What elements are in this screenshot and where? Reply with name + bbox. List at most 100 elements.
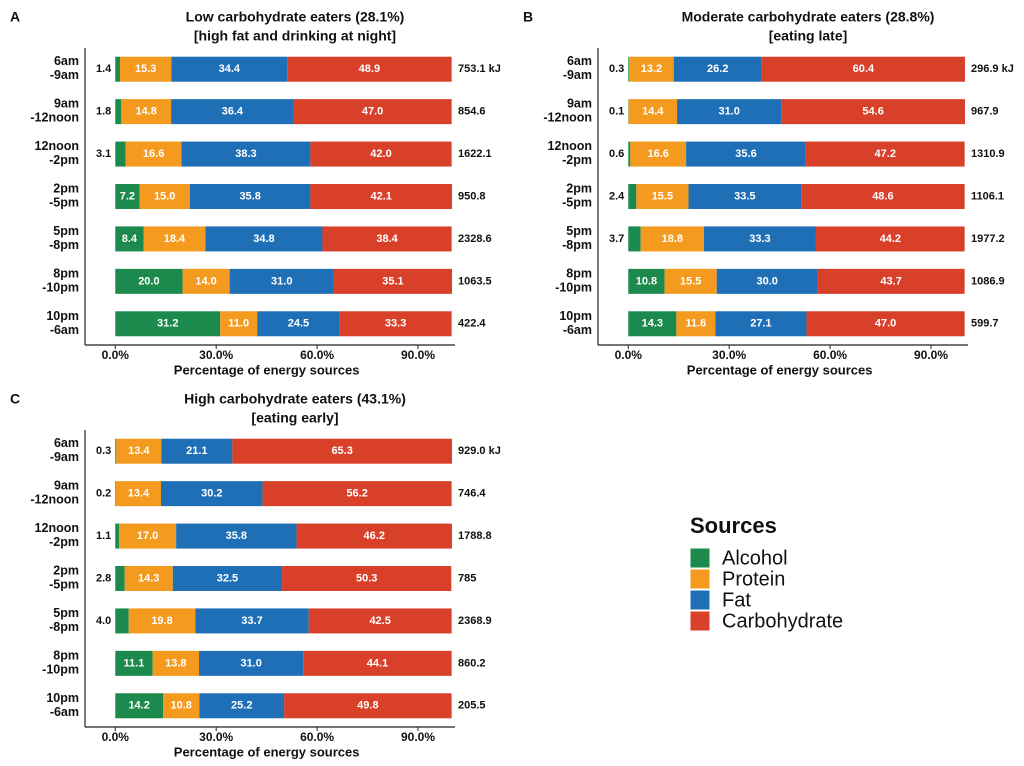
bar-segment (629, 56, 674, 82)
value-label: 48.6 (872, 190, 893, 202)
y-tick-label: 2pm -5pm (49, 182, 79, 210)
value-label: 16.6 (143, 148, 164, 160)
bar-segment (115, 99, 122, 125)
value-label: 54.6 (862, 106, 883, 118)
bar-segment (143, 226, 206, 252)
value-label: 60.4 (853, 63, 875, 75)
value-label: 33.7 (241, 615, 262, 627)
legend-label: Carbohydrate (722, 610, 843, 632)
y-tick-label: 5pm -8pm (49, 224, 79, 252)
value-label: 7.2 (120, 190, 135, 202)
value-label: 44.2 (880, 233, 901, 245)
x-tick-label: 0.0% (102, 730, 130, 744)
x-tick-label: 90.0% (914, 348, 948, 362)
value-label: 38.3 (235, 148, 256, 160)
bar-segment (195, 608, 309, 634)
value-label: 35.8 (226, 530, 247, 542)
bar-segment (628, 226, 641, 252)
value-label: 14.3 (642, 318, 663, 330)
value-label: 34.4 (219, 63, 241, 75)
legend-label: Fat (722, 589, 751, 611)
bar-segment (673, 56, 762, 82)
value-label: 1.1 (96, 530, 111, 542)
x-axis-label: Percentage of energy sources (174, 744, 360, 759)
panel-label: B (523, 9, 533, 25)
value-label: 35.1 (382, 275, 403, 287)
bar-segment (119, 56, 172, 82)
value-label: 42.0 (370, 148, 391, 160)
value-label: 14.0 (195, 275, 216, 287)
bar-segment (257, 311, 340, 337)
y-tick-label: 2pm -5pm (562, 182, 592, 210)
bar-segment (688, 184, 802, 209)
value-label: 4.0 (96, 615, 111, 627)
bar-segment (628, 141, 631, 167)
value-label: 10.8 (170, 700, 191, 712)
bar-segment (115, 438, 117, 464)
bar-segment (115, 141, 126, 167)
bar-segment (161, 438, 233, 464)
y-tick-label: 6am -9am (50, 437, 79, 465)
legend-label: Alcohol (722, 547, 788, 569)
x-axis-label: Percentage of energy sources (174, 362, 360, 377)
value-label: 15.3 (135, 63, 156, 75)
value-label: 50.3 (356, 572, 377, 584)
bar-segment (115, 481, 162, 507)
value-label: 15.5 (680, 275, 701, 287)
y-tick-label: 10pm -6am (46, 691, 79, 719)
value-label: 14.2 (128, 700, 149, 712)
bar-segment (322, 226, 452, 252)
bar-segment (115, 523, 119, 549)
bar-segment (716, 268, 818, 294)
y-tick-label: 12noon -2pm (35, 521, 79, 549)
value-label: 2.4 (609, 190, 625, 202)
value-label: 65.3 (331, 445, 352, 457)
value-label: 15.0 (154, 190, 175, 202)
total-label: 1106.1 (971, 190, 1004, 202)
value-label: 34.8 (253, 233, 274, 245)
total-label: 854.6 (458, 106, 486, 118)
bar-segment (171, 99, 294, 125)
y-tick-label: 8pm -10pm (555, 267, 592, 295)
bar-segment (677, 99, 782, 125)
legend-swatch (689, 547, 711, 569)
bar-segment (199, 693, 285, 719)
bar-segment (640, 226, 704, 252)
y-tick-label: 12noon -2pm (548, 139, 592, 167)
total-label: 785 (458, 572, 476, 584)
legend-swatch (689, 610, 711, 632)
bar-segment (686, 141, 806, 167)
value-label: 33.3 (749, 233, 770, 245)
legend-label: Protein (722, 568, 785, 590)
value-label: 19.8 (151, 615, 172, 627)
value-label: 13.2 (641, 63, 662, 75)
value-label: 35.6 (735, 148, 756, 160)
bar-segment (115, 56, 120, 82)
y-tick-label: 8pm -10pm (42, 267, 79, 295)
x-tick-label: 60.0% (813, 348, 847, 362)
legend-swatch (689, 568, 711, 590)
bar-segment (715, 311, 807, 337)
bar-segment (703, 226, 816, 252)
bar-segment (676, 311, 716, 337)
y-tick-label: 9am -12noon (30, 97, 79, 125)
value-label: 1.4 (96, 63, 112, 75)
bar-segment (163, 693, 200, 719)
total-label: 1063.5 (458, 275, 492, 287)
x-tick-label: 30.0% (199, 348, 233, 362)
value-label: 26.2 (707, 63, 728, 75)
value-label: 0.1 (609, 106, 624, 118)
x-tick-label: 30.0% (712, 348, 746, 362)
x-tick-label: 90.0% (401, 730, 435, 744)
value-label: 32.5 (217, 572, 238, 584)
bar-segment (262, 481, 452, 507)
value-label: 18.8 (662, 233, 683, 245)
bar-segment (761, 56, 965, 82)
total-label: 599.7 (971, 318, 999, 330)
bar-segment (628, 268, 665, 294)
y-tick-label: 5pm -8pm (562, 224, 592, 252)
bar-segment (287, 56, 452, 82)
bar-segment (115, 608, 129, 634)
bar-segment (125, 141, 182, 167)
x-axis-label: Percentage of energy sources (687, 362, 873, 377)
